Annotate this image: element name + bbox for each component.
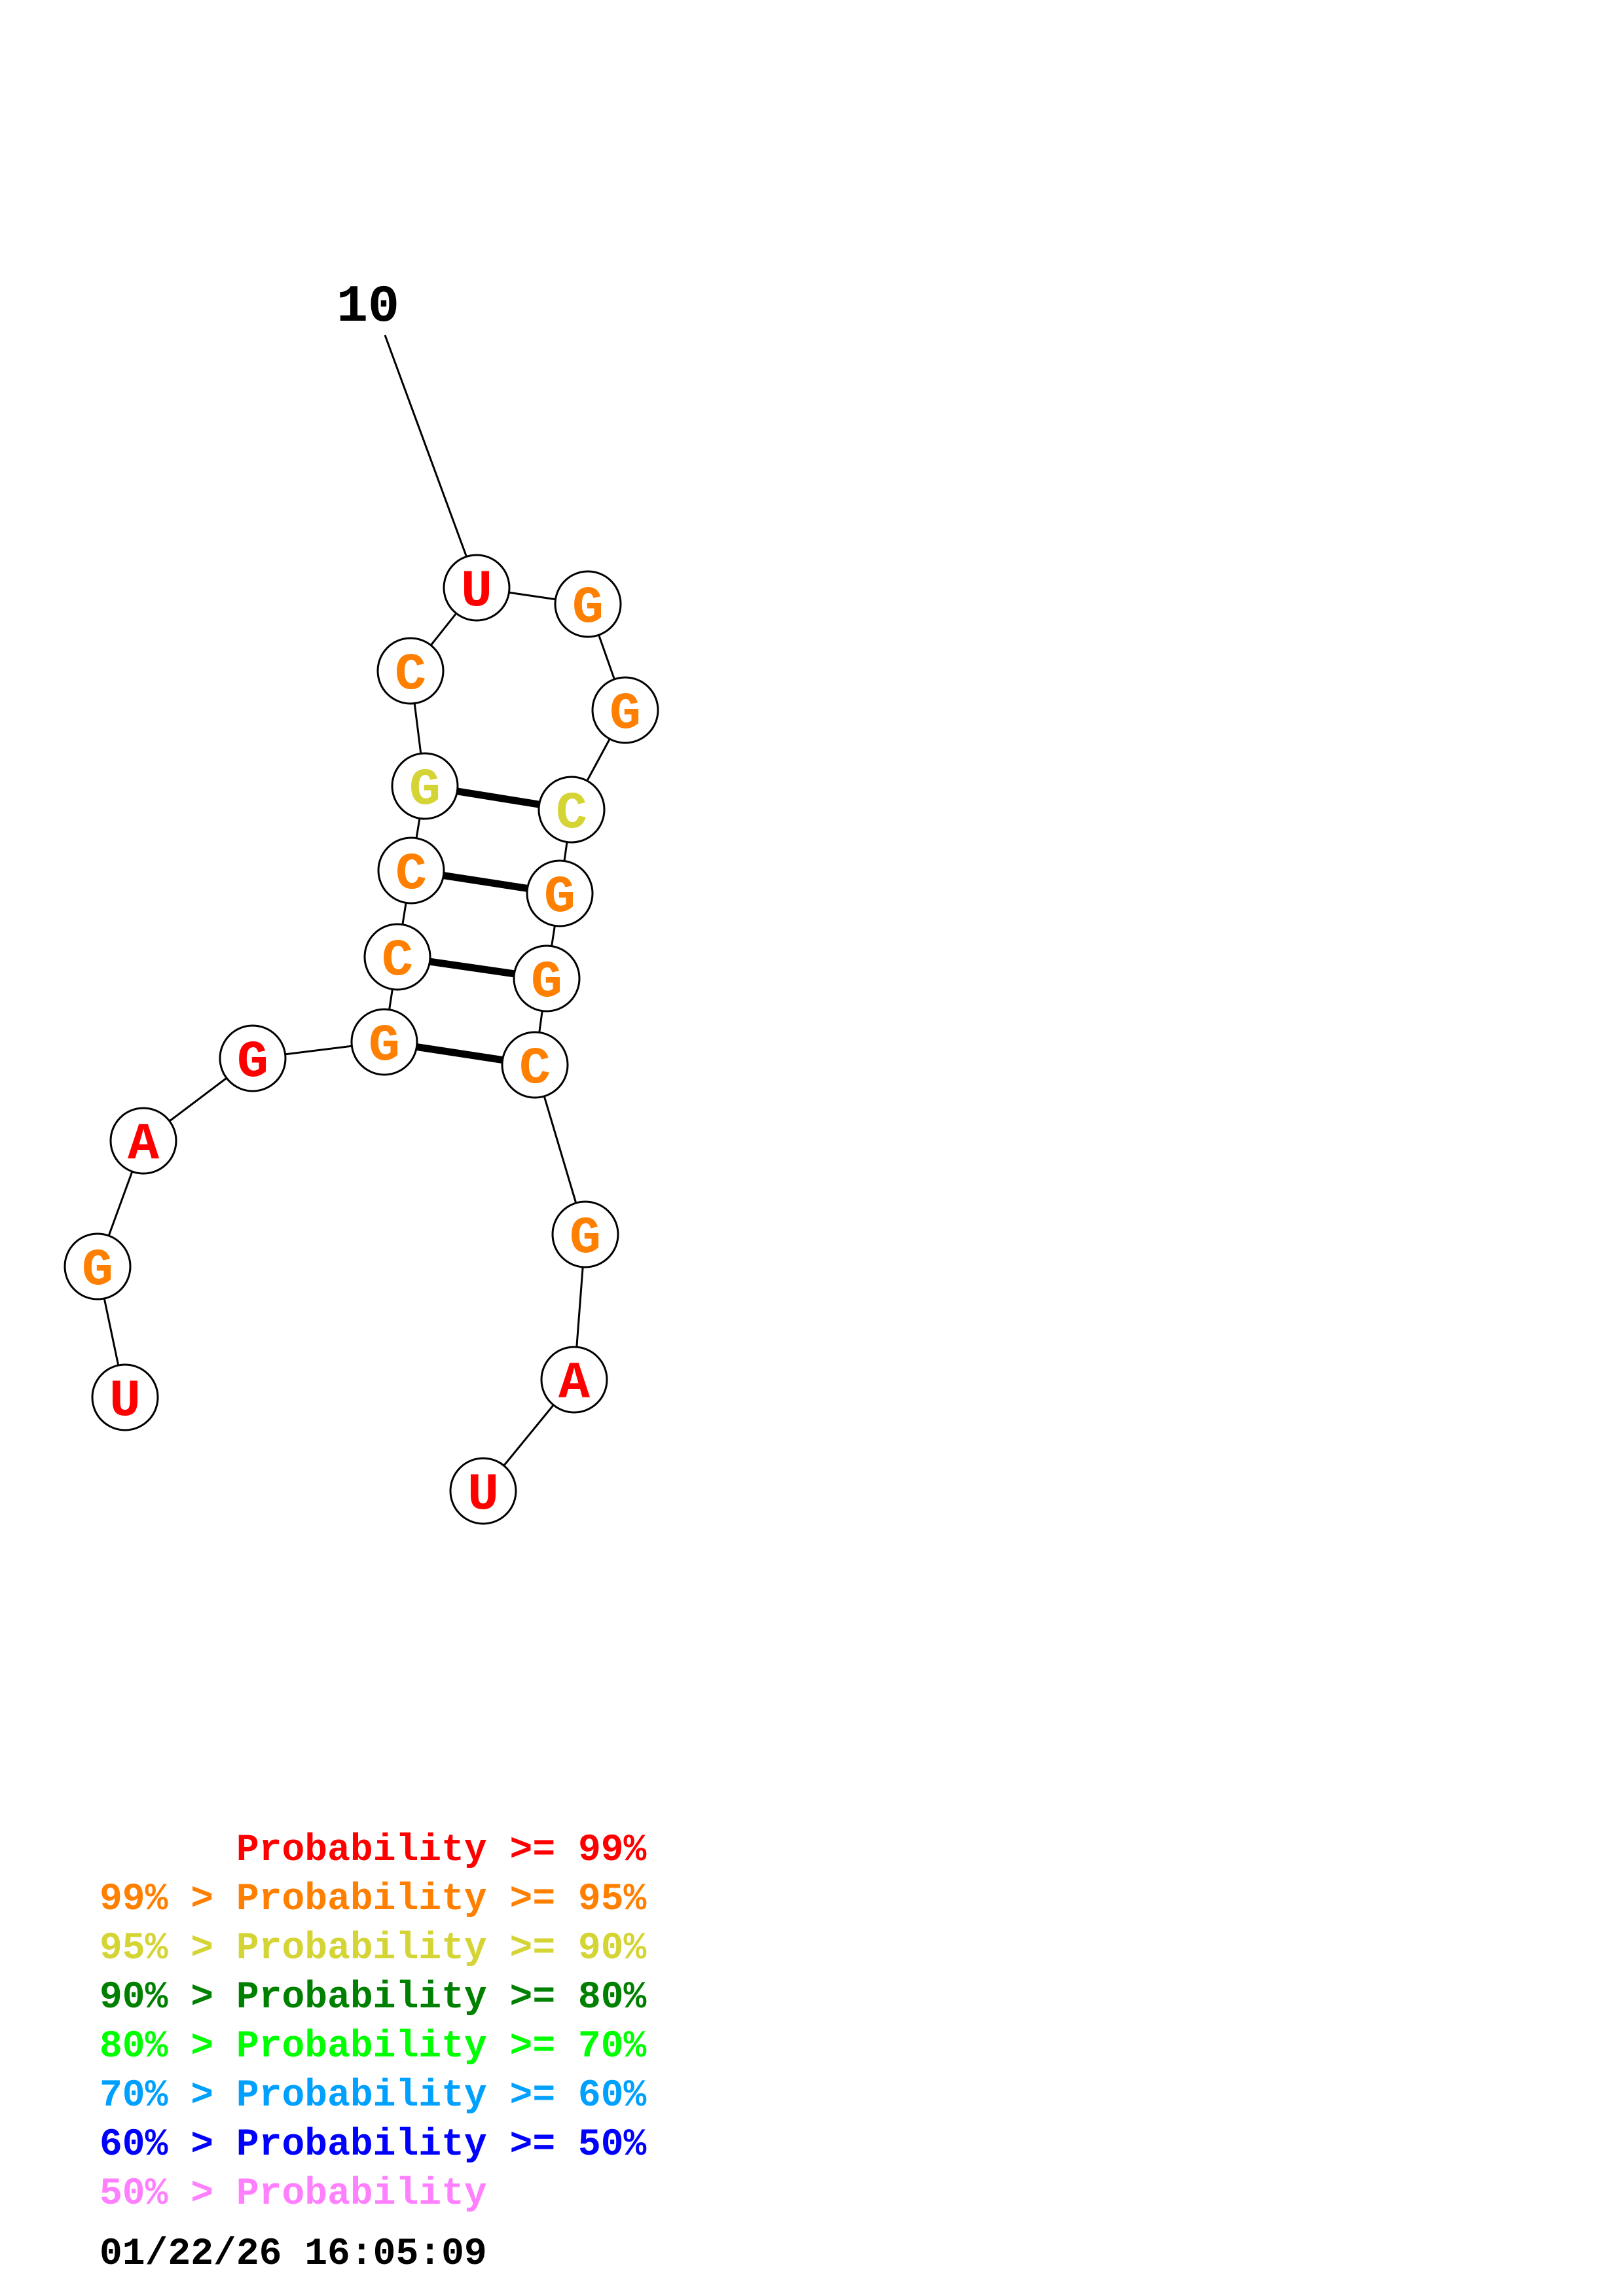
nucleotide-letter: A xyxy=(128,1115,160,1175)
legend-threshold: 95% xyxy=(100,1928,168,1970)
nucleotide-circle xyxy=(91,1363,159,1431)
nucleotide-circle xyxy=(526,859,594,927)
legend-separator: > xyxy=(168,1878,236,1921)
legend-threshold: 99% xyxy=(100,1878,168,1921)
legend-text: Probability >= 60% xyxy=(236,2075,647,2117)
legend-threshold: 60% xyxy=(100,2124,168,2166)
nucleotide-1: U xyxy=(91,1363,159,1431)
legend-text: Probability >= 50% xyxy=(236,2124,647,2166)
legend-separator: > xyxy=(168,2124,236,2166)
nucleotide-letter: C xyxy=(382,931,413,991)
nucleotide-15: G xyxy=(513,944,581,1013)
nucleotide-circle xyxy=(501,1031,569,1099)
legend-row: 60% > Probability >= 50% xyxy=(100,2121,646,2170)
legend-text: Probability >= 70% xyxy=(236,2026,647,2068)
legend-text: Probability >= 95% xyxy=(236,1878,647,1921)
nucleotide-letter: U xyxy=(467,1465,499,1525)
legend-text: Probability >= 80% xyxy=(236,1977,647,2019)
position-10-label: 10 xyxy=(337,278,399,337)
nucleotide-letter: G xyxy=(369,1016,400,1076)
nucleotide-circle xyxy=(449,1457,517,1525)
nucleotide-17: G xyxy=(551,1200,619,1268)
legend-separator xyxy=(191,1829,236,1872)
legend-separator: > xyxy=(168,1977,236,2019)
nucleotide-letter: A xyxy=(558,1354,591,1414)
nucleotide-letter: U xyxy=(109,1372,141,1431)
nucleotide-3: A xyxy=(109,1107,177,1175)
nucleotide-8: G xyxy=(391,752,459,820)
position-10-leader-line xyxy=(384,334,470,564)
nucleotide-11: G xyxy=(554,570,622,638)
nucleotide-letter: C xyxy=(519,1039,551,1099)
legend-row: 90% > Probability >= 80% xyxy=(100,1973,646,2022)
nucleotide-circle xyxy=(391,752,459,820)
nucleotide-circle xyxy=(591,676,659,744)
nucleotide-circle xyxy=(551,1200,619,1268)
legend-separator: > xyxy=(168,2075,236,2117)
nucleotide-letter: G xyxy=(409,761,441,820)
legend-row: 99% > Probability >= 95% xyxy=(100,1875,646,1924)
nucleotide-18: A xyxy=(540,1346,608,1414)
nucleotide-letter: C xyxy=(556,784,587,844)
nucleotide-13: C xyxy=(538,776,606,844)
nucleotide-2: G xyxy=(64,1232,132,1300)
timestamp: 01/22/26 16:05:09 xyxy=(100,2233,487,2276)
probability-legend: Probability >= 99% 99% > Probability >= 9… xyxy=(100,1826,646,2219)
nucleotide-letter: G xyxy=(544,868,575,927)
legend-separator: > xyxy=(168,1928,236,1970)
nucleotide-7: C xyxy=(377,836,445,905)
legend-separator: > xyxy=(168,2026,236,2068)
nucleotide-5: G xyxy=(350,1008,418,1076)
nucleotide-circle xyxy=(554,570,622,638)
nucleotide-circle xyxy=(376,637,445,705)
nucleotide-circle xyxy=(219,1024,287,1092)
legend-text: Probability xyxy=(236,2173,487,2215)
legend-row: 70% > Probability >= 60% xyxy=(100,2072,646,2121)
nucleotide-circle xyxy=(109,1107,177,1175)
nucleotide-letter: G xyxy=(531,953,562,1013)
nucleotide-6: C xyxy=(363,923,431,991)
nucleotide-4: G xyxy=(219,1024,287,1092)
nucleotide-letter: G xyxy=(572,579,604,638)
nucleotide-circle xyxy=(443,554,511,622)
legend-threshold: 50% xyxy=(100,2173,168,2215)
legend-threshold: 70% xyxy=(100,2075,168,2117)
nucleotide-letter: G xyxy=(82,1241,113,1300)
nucleotide-10: U xyxy=(443,554,511,622)
legend-threshold: 80% xyxy=(100,2026,168,2068)
nucleotide-letter: G xyxy=(237,1033,268,1092)
nucleotide-letter: C xyxy=(395,645,426,705)
nucleotide-19: U xyxy=(449,1457,517,1525)
nucleotide-16: C xyxy=(501,1031,569,1099)
nucleotide-circle xyxy=(538,776,606,844)
legend-row: 50% > Probability xyxy=(100,2170,646,2219)
nucleotide-letter: C xyxy=(395,845,427,905)
legend-row: Probability >= 99% xyxy=(100,1826,647,1875)
nucleotide-circle xyxy=(513,944,581,1013)
nucleotide-circle xyxy=(363,923,431,991)
nucleotide-circle xyxy=(377,836,445,905)
nucleotide-letter: G xyxy=(610,685,641,744)
legend-text: Probability >= 99% xyxy=(236,1829,647,1872)
nucleotide-circle xyxy=(540,1346,608,1414)
legend-threshold: 90% xyxy=(100,1977,168,2019)
legend-threshold xyxy=(100,1829,191,1872)
nucleotide-12: G xyxy=(591,676,659,744)
legend-row: 95% > Probability >= 90% xyxy=(100,1924,646,1973)
nucleotide-circle xyxy=(350,1008,418,1076)
legend-text: Probability >= 90% xyxy=(236,1928,647,1970)
nucleotide-letter: G xyxy=(570,1209,601,1268)
legend-separator: > xyxy=(168,2173,236,2215)
nucleotide-letter: U xyxy=(461,562,492,622)
nucleotide-circle xyxy=(64,1232,132,1300)
nucleotide-9: C xyxy=(376,637,445,705)
legend-row: 80% > Probability >= 70% xyxy=(100,2022,646,2072)
nucleotide-14: G xyxy=(526,859,594,927)
